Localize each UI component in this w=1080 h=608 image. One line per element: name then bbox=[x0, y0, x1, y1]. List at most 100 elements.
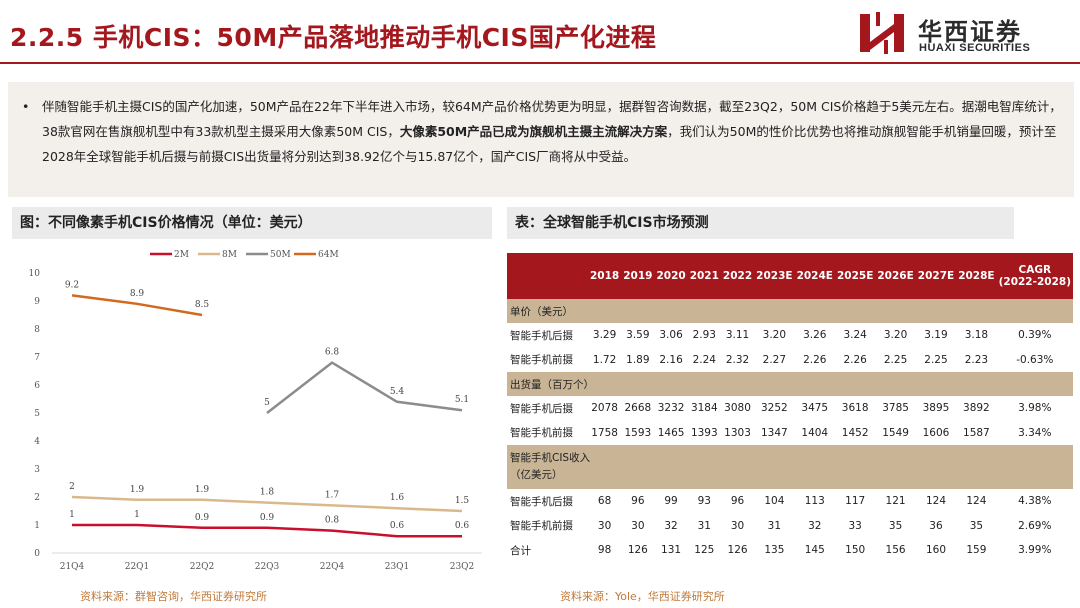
table-source: 资料来源：Yole，华西证券研究所 bbox=[560, 590, 725, 603]
table-cell: 145 bbox=[804, 544, 825, 557]
table-cell: 3895 bbox=[922, 402, 950, 415]
summary-text-2: ，我们认为50M的性价比优势也将推动旗舰智能手机销量回暖，预计至2028年全球智… bbox=[42, 124, 1057, 164]
table-cell: 2.93 bbox=[692, 329, 716, 342]
table-cell: 1303 bbox=[724, 426, 751, 439]
table-cell: 126 bbox=[627, 544, 648, 557]
data-label-64M: 9.2 bbox=[65, 280, 79, 290]
table-cell: 3232 bbox=[657, 402, 685, 415]
table-cell: 131 bbox=[661, 544, 682, 557]
chart-header: 图：不同像素手机CIS价格情况（单位：美元） bbox=[12, 207, 492, 239]
table-cell: 113 bbox=[804, 495, 825, 508]
table-cell: 2.26 bbox=[843, 353, 867, 366]
table-cell: 96 bbox=[631, 495, 645, 508]
table-cell: 2.24 bbox=[692, 353, 716, 366]
table-cell: 2.23 bbox=[964, 353, 989, 366]
legend-label-50M: 50M bbox=[270, 250, 291, 260]
data-label-8M: 1.5 bbox=[455, 496, 470, 506]
table-column-header: 2021 bbox=[687, 253, 721, 299]
table-cell: 1.72 bbox=[592, 353, 617, 366]
table-section-row: 单价（美元） bbox=[507, 299, 1073, 323]
table-cell: 3.11 bbox=[725, 329, 750, 342]
row-label: 智能手机后摄 bbox=[510, 402, 573, 415]
table-cell: 104 bbox=[764, 495, 785, 508]
table-cell: 3.98% bbox=[1018, 402, 1052, 415]
table-cell: 125 bbox=[694, 544, 715, 557]
y-tick-label: 8 bbox=[34, 325, 40, 335]
y-tick-label: 6 bbox=[34, 381, 40, 391]
table-cell: 1758 bbox=[591, 426, 618, 439]
table-cell: 2.25 bbox=[883, 353, 908, 366]
table-column-header: 2020 bbox=[654, 253, 688, 299]
y-tick-label: 0 bbox=[34, 549, 40, 559]
row-label: 智能手机后摄 bbox=[510, 495, 573, 508]
table-column-header: 2018 bbox=[587, 253, 622, 299]
table-column-header: 2024E bbox=[794, 253, 835, 299]
summary-text-bold: 大像素50M产品已成为旗舰机主摄主流解决方案 bbox=[399, 124, 668, 139]
table-cell: 2.25 bbox=[924, 353, 948, 366]
data-label-2M: 0.6 bbox=[390, 521, 405, 531]
table-cell: 3475 bbox=[801, 402, 829, 415]
table-section-row: 智能手机CIS收入 （亿美元） bbox=[507, 445, 1073, 489]
price-line-chart: 0 1 2 3 4 5 6 7 8 9 10 21Q4 22Q1 22Q2 22Q3 22Q4 23Q1 23Q2… bbox=[29, 250, 482, 572]
data-label-50M: 6.8 bbox=[325, 348, 340, 358]
table-cell: 1404 bbox=[801, 426, 829, 439]
y-tick-label: 10 bbox=[29, 269, 41, 279]
table-cell: 3252 bbox=[760, 402, 788, 415]
table-cell: 117 bbox=[845, 495, 866, 508]
table-cell: 3892 bbox=[963, 402, 990, 415]
table-cell: 31 bbox=[697, 519, 711, 532]
table-cell: 1393 bbox=[690, 426, 718, 439]
table-cell: 96 bbox=[730, 495, 745, 508]
row-label: 合计 bbox=[510, 544, 531, 557]
x-tick-label: 22Q1 bbox=[125, 562, 150, 572]
data-label-8M: 2 bbox=[69, 482, 75, 492]
table-cell: 2.69% bbox=[1018, 519, 1052, 532]
table-cell: 36 bbox=[929, 519, 943, 532]
table-cell: 159 bbox=[966, 544, 987, 557]
table-cell: 99 bbox=[664, 495, 678, 508]
row-label: 智能手机前摄 bbox=[510, 354, 573, 367]
table-cell: 3.59 bbox=[626, 329, 650, 342]
huaxi-logo-icon bbox=[860, 12, 904, 54]
table-cell: 30 bbox=[597, 519, 612, 532]
table-cell: 1.89 bbox=[626, 353, 650, 366]
forecast-table: 2018 2019 2020 2021 2022 2023E 2024E 2025E 2026E… bbox=[507, 253, 1073, 563]
table-cell: 1347 bbox=[760, 426, 788, 439]
summary-box: • 伴随智能手机主摄CIS的国产化加速，50M产品在22年下半年进入市场，较64… bbox=[8, 82, 1074, 197]
company-logo: 华西证券 HUAXI SECURITIES bbox=[858, 10, 1068, 58]
table-cell: 98 bbox=[597, 544, 612, 557]
table-section-row: 出货量（百万个） bbox=[507, 372, 1073, 396]
table-cell: -0.63% bbox=[1016, 353, 1054, 366]
table-row: 智能手机前摄 30 30 32 31 30 31 32 33 35 36 35 2.69% bbox=[507, 514, 1073, 539]
y-tick-label: 1 bbox=[34, 521, 40, 531]
table-cell: 1606 bbox=[922, 426, 950, 439]
summary-text-1: 伴随智能手机主摄CIS的国产化加速，50M产品在22年下半年进入市场，较64M产… bbox=[42, 99, 1062, 139]
table-cell: 135 bbox=[764, 544, 785, 557]
table-cell: 3785 bbox=[882, 402, 909, 415]
table-cell: 35 bbox=[969, 519, 984, 532]
data-label-2M: 1 bbox=[69, 510, 75, 520]
table-column-header: 2023E bbox=[754, 253, 795, 299]
table-column-header: 2022 bbox=[720, 253, 755, 299]
table-cell: 2.16 bbox=[659, 353, 683, 366]
data-label-2M: 0.8 bbox=[325, 516, 340, 526]
table-cell: 121 bbox=[885, 495, 906, 508]
table-column-header: 2027E bbox=[915, 253, 957, 299]
row-label: 智能手机前摄 bbox=[510, 427, 573, 440]
y-tick-label: 4 bbox=[34, 437, 40, 447]
page-title: 2.2.5 手机CIS：50M产品落地推动手机CIS国产化进程 bbox=[10, 23, 657, 52]
data-label-2M: 1 bbox=[134, 510, 140, 520]
title-divider bbox=[0, 62, 1080, 64]
table-cell: 32 bbox=[664, 519, 678, 532]
table-cell: 3.20 bbox=[883, 329, 908, 342]
legend-label-2M: 2M bbox=[174, 250, 189, 260]
x-tick-label: 23Q1 bbox=[385, 562, 410, 572]
table-cell: 4.38% bbox=[1018, 495, 1052, 508]
table-cell: 3184 bbox=[690, 402, 718, 415]
table-cell: 3.24 bbox=[843, 329, 867, 342]
table-cell: 3.19 bbox=[924, 329, 948, 342]
data-label-8M: 1.9 bbox=[130, 485, 145, 495]
table-cell: 30 bbox=[730, 519, 745, 532]
x-tick-label: 21Q4 bbox=[60, 562, 85, 572]
table-row: 智能手机前摄 1758 1593 1465 1393 1303 1347 1404 1452 15… bbox=[507, 421, 1073, 446]
